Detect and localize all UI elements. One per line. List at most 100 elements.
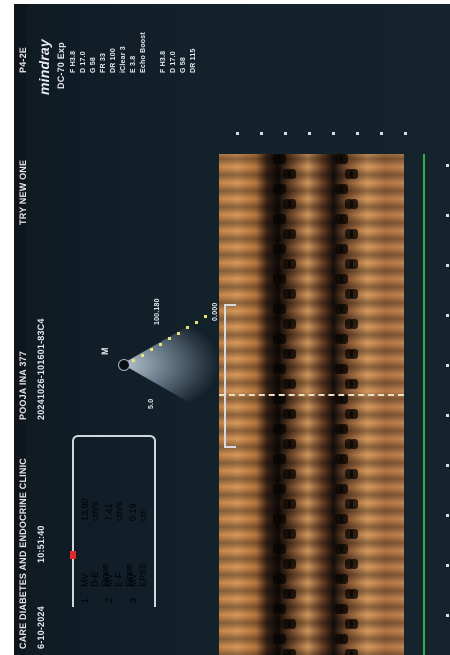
patient-name: POOJA INA 377	[18, 351, 28, 420]
exam-id: 20241026-101601-83C4	[36, 318, 46, 420]
sector-scale-dot	[177, 331, 180, 335]
m-mode-streak	[288, 559, 296, 569]
m-mode-streak	[283, 589, 291, 599]
time-tick	[446, 564, 449, 567]
measurement-results: 1 MV D-E Slope 13.90 cm/s 2 MV E-F Slope…	[72, 435, 156, 607]
m-mode-streak	[278, 574, 286, 584]
m-marker: M	[100, 347, 110, 355]
m-mode-streak	[340, 304, 348, 314]
m-mode-streak	[345, 559, 353, 569]
m-mode-streak	[335, 274, 343, 284]
m-mode-streak	[288, 199, 296, 209]
m-mode-streak	[288, 469, 296, 479]
m-mode-streak	[288, 619, 296, 629]
m-mode-streak	[335, 634, 343, 644]
param-item: D 17.0	[170, 51, 177, 73]
m-mode-streak	[278, 214, 286, 224]
param-item: E 3.8	[130, 55, 137, 73]
time-tick	[446, 264, 449, 267]
m-mode-streak	[340, 604, 348, 614]
m-mode-streak	[335, 334, 343, 344]
m-mode-streak	[340, 634, 348, 644]
m-mode-streak	[278, 394, 286, 404]
m-mode-streak	[278, 424, 286, 434]
m-mode-streak	[278, 544, 286, 554]
depth-tick	[260, 132, 263, 135]
m-mode-streak	[350, 499, 358, 509]
param-item: FR 33	[100, 52, 107, 73]
m-mode-streak	[335, 484, 343, 494]
m-mode-streak	[340, 274, 348, 284]
m-mode-streak	[273, 184, 281, 194]
m-mode-streak	[283, 559, 291, 569]
m-mode-streak	[273, 154, 281, 164]
sector-scale-dot	[204, 315, 207, 318]
m-mode-streak	[340, 454, 348, 464]
m-mode-streak	[335, 154, 343, 164]
m-mode-streak	[288, 649, 296, 655]
m-mode-streak	[350, 439, 358, 449]
m-mode-streak	[350, 229, 358, 239]
ultrasound-screen: CARE DIABETES AND ENDOCRINE CLINIC 6-10-…	[14, 4, 450, 655]
param-item: F H3.8	[160, 50, 167, 73]
sector-scale-dot	[141, 353, 144, 357]
m-mode-cursor-line	[219, 394, 404, 396]
m-mode-streak	[278, 274, 286, 284]
m-mode-streak	[350, 199, 358, 209]
m-mode-streak	[288, 319, 296, 329]
depth-label: 5.0	[148, 398, 155, 409]
m-mode-streak	[283, 259, 291, 269]
m-mode-streak	[345, 319, 353, 329]
m-mode-streak	[335, 514, 343, 524]
time-tick	[446, 364, 449, 367]
m-mode-streak	[350, 649, 358, 655]
depth-tick	[356, 132, 359, 135]
m-mode-streak	[283, 529, 291, 539]
time-tick	[446, 514, 449, 517]
m-mode-streak	[345, 289, 353, 299]
time-tick	[446, 614, 449, 617]
param-item: Echo Boost	[140, 32, 147, 73]
m-mode-streak	[340, 424, 348, 434]
m-mode-streak	[350, 589, 358, 599]
m-mode-streak	[335, 604, 343, 614]
m-mode-streak	[345, 589, 353, 599]
exam-time: 10:51:40	[36, 525, 46, 563]
m-mode-streak	[283, 349, 291, 359]
time-scale	[429, 154, 441, 655]
rotated-info-layer: CARE DIABETES AND ENDOCRINE CLINIC 6-10-…	[14, 4, 224, 655]
scale-label-b: 0.000	[212, 302, 219, 321]
m-mode-streak	[345, 499, 353, 509]
m-mode-streak	[283, 649, 291, 655]
m-mode-streak	[278, 304, 286, 314]
m-mode-streak	[283, 469, 291, 479]
m-mode-streak	[335, 184, 343, 194]
m-mode-streak	[340, 484, 348, 494]
m-mode-streak	[273, 244, 281, 254]
m-mode-streak	[283, 319, 291, 329]
m-mode-streak	[288, 379, 296, 389]
m-mode-streak	[273, 334, 281, 344]
m-mode-streak	[340, 244, 348, 254]
m-mode-streak	[350, 619, 358, 629]
m-mode-streak	[345, 259, 353, 269]
m-mode-streak	[350, 169, 358, 179]
depth-tick	[380, 132, 383, 135]
header-message: TRY NEW ONE	[18, 159, 28, 225]
m-mode-streak	[350, 289, 358, 299]
param-item: F H3.8	[70, 50, 77, 73]
depth-tick	[236, 132, 239, 135]
depth-tick	[404, 132, 407, 135]
m-mode-streak	[345, 469, 353, 479]
m-mode-streak	[273, 454, 281, 464]
m-mode-streak	[335, 394, 343, 404]
m-mode-streak	[273, 394, 281, 404]
m-mode-streak	[288, 259, 296, 269]
measurement-bracket	[224, 304, 236, 448]
m-mode-streak	[345, 349, 353, 359]
exam-date: 6-10-2024	[36, 606, 46, 649]
m-mode-streak	[335, 214, 343, 224]
ecg-trace-line	[423, 154, 425, 655]
m-mode-streak	[278, 484, 286, 494]
m-mode-streak	[273, 424, 281, 434]
